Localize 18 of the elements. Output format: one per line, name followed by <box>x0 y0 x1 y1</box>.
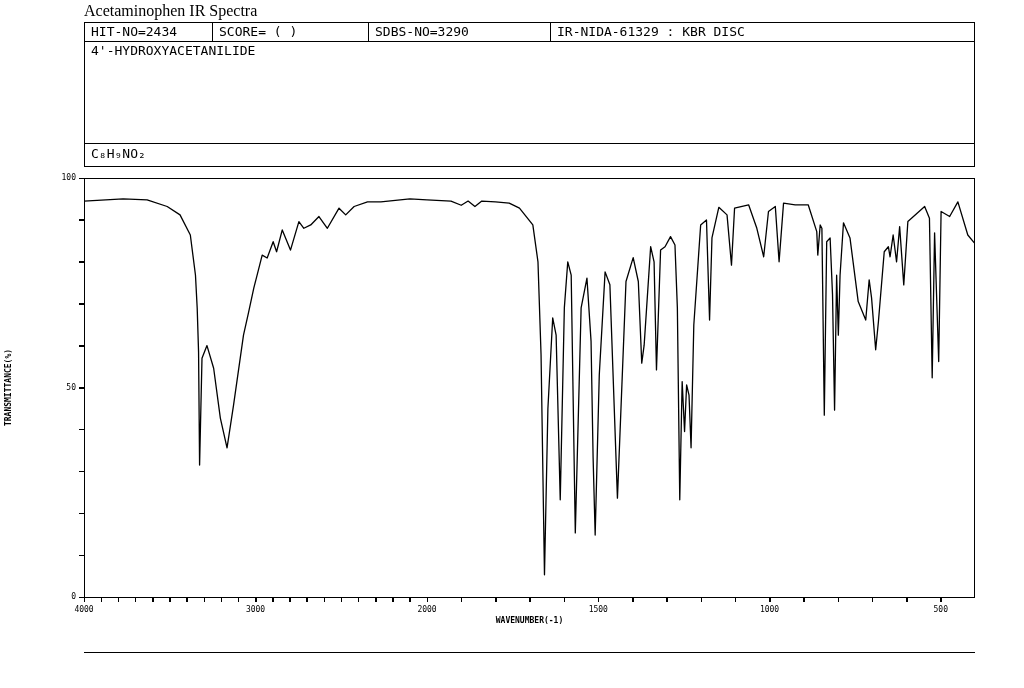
x-tick-label: 2000 <box>417 604 437 614</box>
x-axis-title: WAVENUMBER(-1) <box>495 616 564 625</box>
text: 4'-HYDROXYACETANILIDE <box>85 42 974 143</box>
text: SCORE= ( ) <box>213 23 369 41</box>
x-tick-label: 4000 <box>74 604 94 614</box>
chart-title: Acetaminophen IR Spectra <box>84 2 258 20</box>
text: C₈H₉NO₂ <box>90 145 147 163</box>
x-tick-label: 1500 <box>588 604 609 614</box>
x-tick-label: 1000 <box>759 604 780 614</box>
text: IR-NIDA-61329 : KBR DISC <box>556 23 746 41</box>
y-tick-label: 50 <box>66 382 77 392</box>
text: SDBS-NO=3290 <box>369 23 551 41</box>
x-tick-label: 500 <box>933 604 949 614</box>
y-tick-label: 100 <box>61 173 77 183</box>
y-axis-title: TRANSMITTANCE(%) <box>3 348 13 427</box>
y-tick-label: 0 <box>71 592 77 602</box>
text: HIT-NO=2434 <box>85 23 213 41</box>
x-tick-label: 3000 <box>245 604 266 614</box>
